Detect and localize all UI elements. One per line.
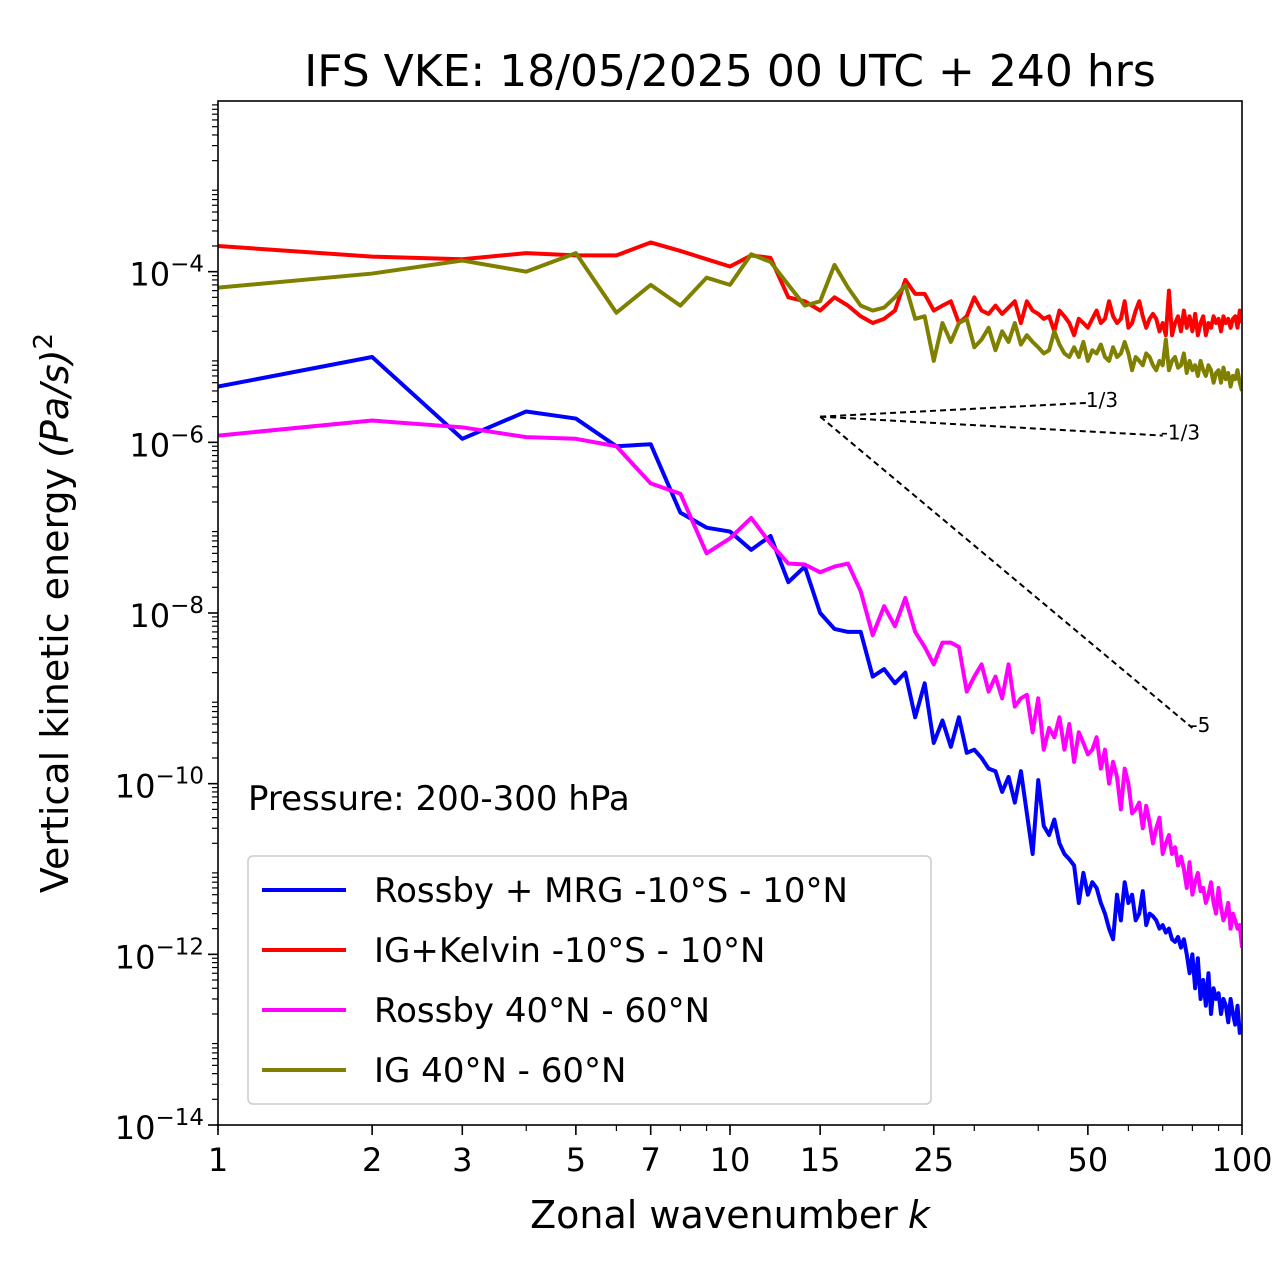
x-tick-label: 100	[1211, 1141, 1272, 1179]
series-line-1	[218, 355, 1242, 1035]
reference-slope-label: 1/3	[1086, 388, 1118, 412]
x-tick-label: 1	[208, 1141, 228, 1179]
y-axis-label: Vertical kinetic energy (Pa/s)2	[29, 333, 77, 893]
y-tick-label: 10−10	[115, 764, 204, 806]
x-tick-label: 2	[362, 1141, 382, 1179]
y-tick-label: 10−14	[115, 1105, 204, 1147]
legend-label-4: IG 40°N - 60°N	[374, 1051, 626, 1091]
x-tick-label: 15	[800, 1141, 841, 1179]
series-line-4	[218, 251, 1242, 392]
y-tick-label: 10−4	[129, 252, 204, 294]
x-axis-label-text: Zonal wavenumber	[530, 1193, 898, 1237]
x-axis-label: Zonal wavenumber k	[530, 1193, 932, 1237]
reference-slope-line	[820, 415, 1163, 437]
legend-box	[247, 855, 932, 1105]
legend-label-2: IG+Kelvin -10°S - 10°N	[374, 931, 765, 971]
x-tick-label: 5	[566, 1141, 586, 1179]
plot-area: 1/3 -1/3 -5 1 2 3 5 7 10 15 25 50 100 10−4 10−6 10−8 1…	[115, 100, 1273, 1179]
y-axis-label-text: Vertical kinetic energy	[33, 468, 77, 893]
y-axis-label-units: (Pa/s)	[33, 349, 77, 457]
pressure-annotation: Pressure: 200-300 hPa	[248, 779, 630, 819]
chart-title: IFS VKE: 18/05/2025 00 UTC + 240 hrs	[304, 46, 1156, 97]
y-tick-label: 10−8	[129, 593, 204, 635]
series-line-2	[218, 240, 1242, 338]
x-tick-label: 3	[452, 1141, 472, 1179]
legend-label-1: Rossby + MRG -10°S - 10°N	[374, 871, 848, 911]
x-tick-label: 25	[913, 1141, 954, 1179]
reference-slope-label: -5	[1190, 713, 1210, 737]
x-tick-label: 10	[710, 1141, 751, 1179]
legend-label-3: Rossby 40°N - 60°N	[374, 991, 710, 1031]
x-tick-label: 50	[1068, 1141, 1109, 1179]
y-axis-label-exp: 2	[29, 333, 59, 350]
reference-slope-label: -1/3	[1161, 421, 1200, 445]
series-line-3	[218, 418, 1242, 948]
x-tick-label: 7	[641, 1141, 661, 1179]
reference-slope-line	[820, 401, 1088, 418]
x-axis-label-var: k	[908, 1193, 932, 1237]
y-tick-label: 10−12	[115, 934, 204, 976]
y-tick-label: 10−6	[129, 422, 204, 464]
reference-slope-line	[819, 415, 1194, 729]
legend: Rossby + MRG -10°S - 10°N IG+Kelvin -10°S…	[247, 855, 932, 1105]
